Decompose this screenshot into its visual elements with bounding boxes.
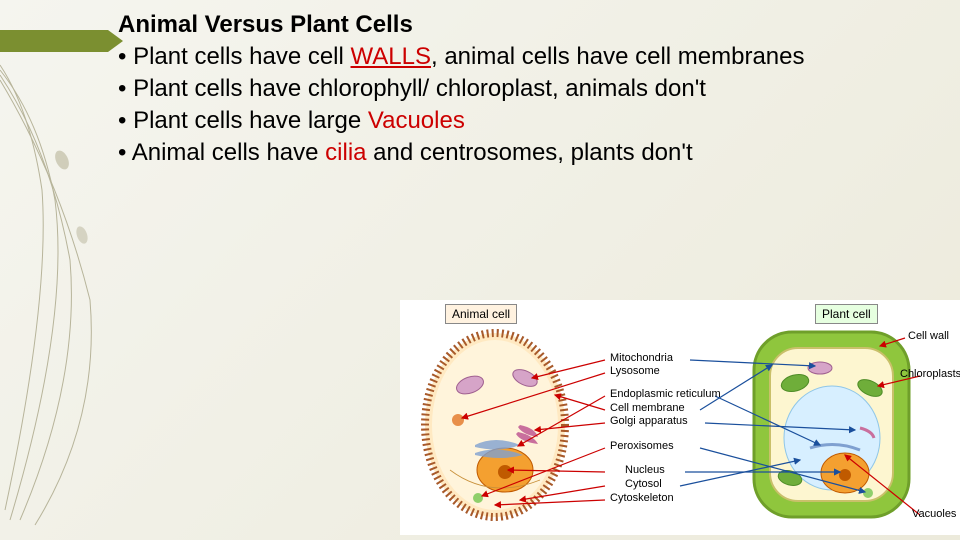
slide-title: Animal Versus Plant Cells: [118, 10, 918, 40]
label-lysosome: Lysosome: [610, 365, 660, 377]
label-peroxisomes: Peroxisomes: [610, 440, 674, 452]
label-mitochondria: Mitochondria: [610, 352, 673, 364]
label-golgi: Golgi apparatus: [610, 415, 688, 427]
bullet-4-pre: • Animal cells have: [118, 139, 325, 166]
cell-diagram: Animal cell Plant cell: [400, 300, 960, 535]
bullet-4-em: cilia: [325, 139, 366, 166]
label-vacuoles: Vacuoles: [912, 508, 956, 520]
bullet-2-pre: • Plant cells have chlorophyll/ chloropl…: [118, 75, 706, 102]
bullet-1-em: WALLS: [351, 43, 431, 70]
bullet-4: • Animal cells have cilia and centrosome…: [118, 138, 918, 168]
accent-bar: [0, 30, 108, 52]
bullet-1: • Plant cells have cell WALLS, animal ce…: [118, 42, 918, 72]
label-er: Endoplasmic reticulum: [610, 388, 721, 400]
label-cellwall: Cell wall: [908, 330, 949, 342]
bullet-3-pre: • Plant cells have large: [118, 107, 368, 134]
slide: Animal Versus Plant Cells • Plant cells …: [0, 0, 960, 540]
label-cytoskeleton: Cytoskeleton: [610, 492, 674, 504]
label-cytosol: Cytosol: [625, 478, 662, 490]
label-cellmembrane: Cell membrane: [610, 402, 685, 414]
content-block: Animal Versus Plant Cells • Plant cells …: [118, 10, 918, 168]
label-nucleus: Nucleus: [625, 464, 665, 476]
bullet-1-post: , animal cells have cell membranes: [431, 43, 805, 70]
bullet-1-pre: • Plant cells have cell: [118, 43, 351, 70]
label-chloroplasts: Chloroplasts: [900, 368, 960, 380]
bullet-3: • Plant cells have large Vacuoles: [118, 106, 918, 136]
bullet-3-em: Vacuoles: [368, 107, 465, 134]
bullet-4-post: and centrosomes, plants don't: [367, 139, 693, 166]
animal-cell: [425, 333, 565, 517]
bullet-2: • Plant cells have chlorophyll/ chloropl…: [118, 74, 918, 104]
